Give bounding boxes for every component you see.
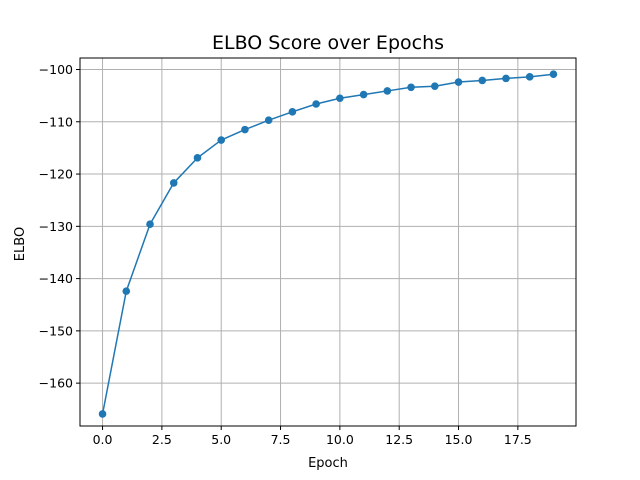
y-tick-label: −150 xyxy=(39,323,73,338)
axis-ticks: 0.0 2.5 5.0 7.5 10.0 12.5 15.0 17.5 −160 −150 −140… xyxy=(39,62,532,447)
data-point xyxy=(264,116,273,125)
x-tick-label: 0.0 xyxy=(93,432,113,447)
data-point xyxy=(336,94,344,103)
data-point xyxy=(146,220,154,229)
data-point xyxy=(193,154,202,162)
y-tick-label: −140 xyxy=(39,271,73,286)
data-point xyxy=(122,287,131,295)
series-line xyxy=(101,73,554,415)
data-point xyxy=(169,179,178,187)
data-point xyxy=(217,136,226,144)
data-point xyxy=(359,90,368,99)
data-point xyxy=(525,73,534,81)
data-point xyxy=(288,108,297,116)
data-point xyxy=(502,74,510,83)
x-tick-label: 5.0 xyxy=(211,432,231,447)
y-tick-label: −130 xyxy=(39,219,73,234)
data-point xyxy=(478,76,487,85)
y-tick-label: −100 xyxy=(39,62,73,77)
series-layer xyxy=(98,70,558,418)
plot-frame xyxy=(79,57,577,427)
x-tick-label: 12.5 xyxy=(385,432,413,447)
data-point xyxy=(383,87,392,95)
y-tick-label: −110 xyxy=(39,114,73,129)
x-axis-label: Epoch xyxy=(308,456,348,471)
data-point xyxy=(98,410,107,418)
y-tick-label: −120 xyxy=(39,167,73,182)
grid-lines xyxy=(80,58,576,426)
data-point xyxy=(549,70,558,79)
data-point xyxy=(312,100,320,108)
x-tick-label: 10.0 xyxy=(326,432,354,447)
data-point xyxy=(241,125,249,134)
data-point xyxy=(454,78,463,86)
x-tick-label: 17.5 xyxy=(504,432,532,447)
chart-title: ELBO Score over Epochs xyxy=(212,32,444,54)
data-point xyxy=(430,82,439,91)
y-axis-label: ELBO xyxy=(13,227,28,261)
x-tick-label: 2.5 xyxy=(152,432,172,447)
y-tick-label: −160 xyxy=(39,376,73,391)
x-tick-label: 7.5 xyxy=(271,432,291,447)
x-tick-label: 15.0 xyxy=(445,432,473,447)
data-point xyxy=(407,83,415,92)
